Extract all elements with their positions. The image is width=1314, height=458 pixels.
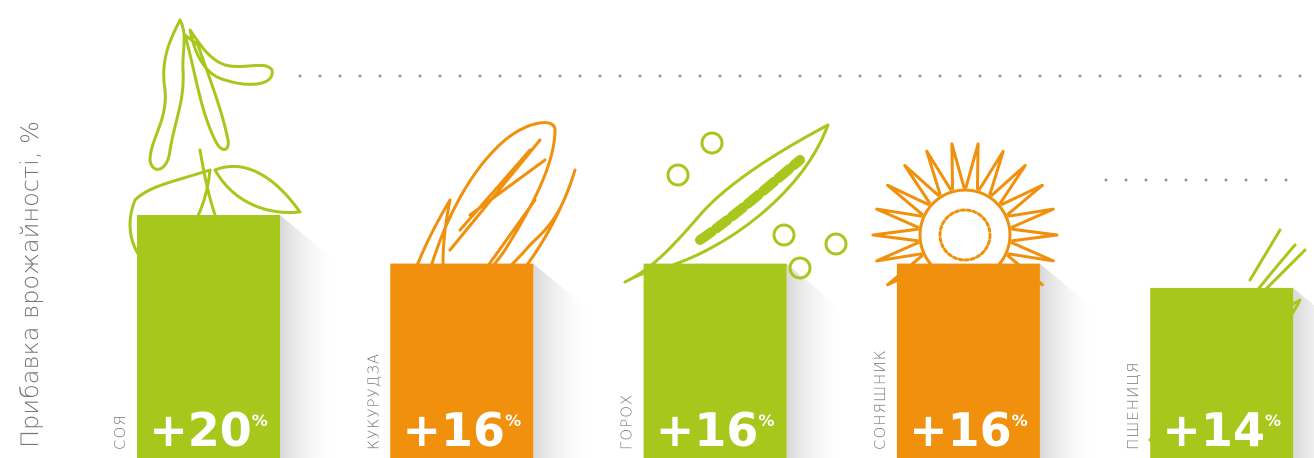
category-label: СОЯ — [111, 414, 129, 450]
bar — [643, 263, 787, 458]
value-label: +16% — [403, 403, 522, 457]
bar-shadow — [786, 263, 847, 458]
bar-shadow — [280, 215, 340, 458]
category-label: ГОРОХ — [618, 394, 636, 450]
bar — [390, 263, 534, 458]
wheat-illustration — [1148, 228, 1307, 442]
y-axis-label: Прибавка врожайності, % — [16, 121, 44, 448]
bar-shadow — [1039, 263, 1100, 458]
value-label: +16% — [909, 403, 1028, 457]
category-label: КУКУРУДЗА — [364, 353, 382, 450]
value-label: +14% — [1162, 403, 1281, 457]
peas-illustration — [623, 123, 848, 322]
sunflower-illustration — [871, 142, 1059, 328]
category-label: ПШЕНИЦЯ — [1124, 362, 1142, 450]
category-label: СОНЯШНИК — [871, 349, 889, 450]
value-label: +16% — [656, 403, 775, 457]
bar-shadow — [1293, 287, 1314, 458]
bar-shadow — [533, 263, 594, 458]
bar — [137, 215, 280, 458]
soy-illustration — [128, 18, 302, 270]
decoration — [128, 18, 1307, 442]
corn-illustration — [393, 121, 577, 354]
value-label: +20% — [149, 403, 268, 457]
